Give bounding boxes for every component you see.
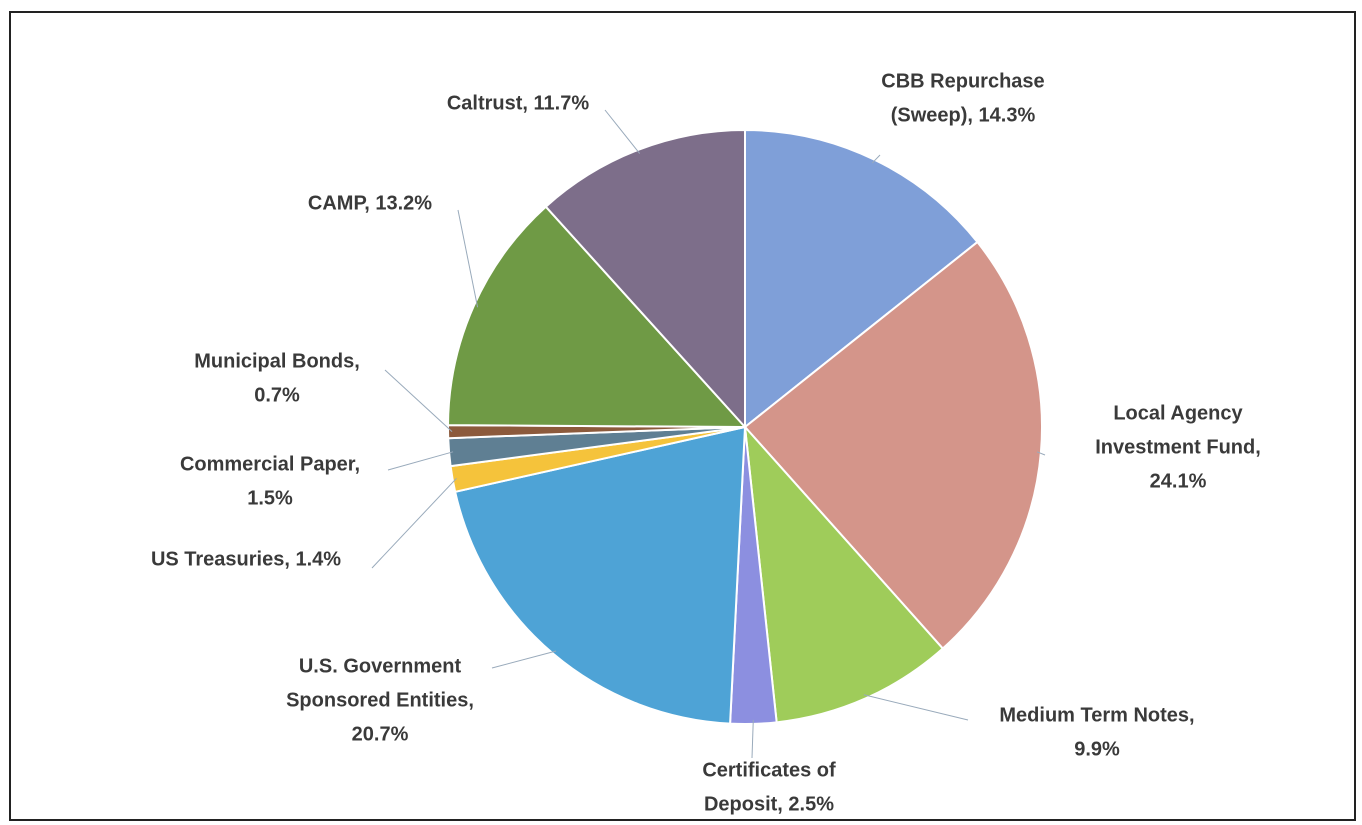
data-label: CAMP, 13.2%: [308, 192, 432, 214]
pie-slice: [446, 205, 748, 429]
data-label: Sponsored Entities,: [286, 689, 474, 711]
pie-slice: [453, 425, 747, 725]
data-label: Caltrust, 11.7%: [447, 92, 590, 114]
data-label: Municipal Bonds,: [194, 350, 360, 372]
leader-line: [371, 477, 457, 569]
leader-line: [1036, 451, 1046, 456]
leader-line: [863, 694, 969, 721]
pie-slice: [544, 128, 746, 430]
pie-slice: [743, 240, 1043, 650]
data-label: (Sweep), 14.3%: [891, 104, 1036, 126]
leader-line: [871, 154, 881, 164]
pie-slice: [744, 128, 979, 430]
leader-line: [604, 109, 641, 154]
frame: [9, 11, 1356, 821]
data-label: U.S. Government: [299, 655, 462, 677]
data-label: Certificates of: [702, 759, 836, 781]
data-label: Investment Fund,: [1095, 436, 1261, 458]
leader-line: [491, 650, 557, 669]
data-label: Deposit, 2.5%: [704, 793, 834, 815]
data-label: 0.7%: [254, 384, 300, 406]
data-label: Commercial Paper,: [180, 453, 360, 475]
data-label: 1.5%: [247, 487, 293, 509]
data-label: US Treasuries, 1.4%: [151, 548, 341, 570]
leader-line: [387, 451, 454, 471]
leader-line: [384, 369, 453, 432]
data-label: Local Agency: [1113, 402, 1243, 424]
data-label: 9.9%: [1074, 738, 1120, 760]
data-label: 24.1%: [1150, 470, 1207, 492]
leader-line: [751, 719, 754, 759]
pie-slice: [743, 424, 945, 724]
data-label: 20.7%: [352, 723, 409, 745]
data-label: CBB Repurchase: [881, 70, 1044, 92]
data-label: Medium Term Notes,: [999, 704, 1194, 726]
leader-line: [457, 209, 479, 308]
